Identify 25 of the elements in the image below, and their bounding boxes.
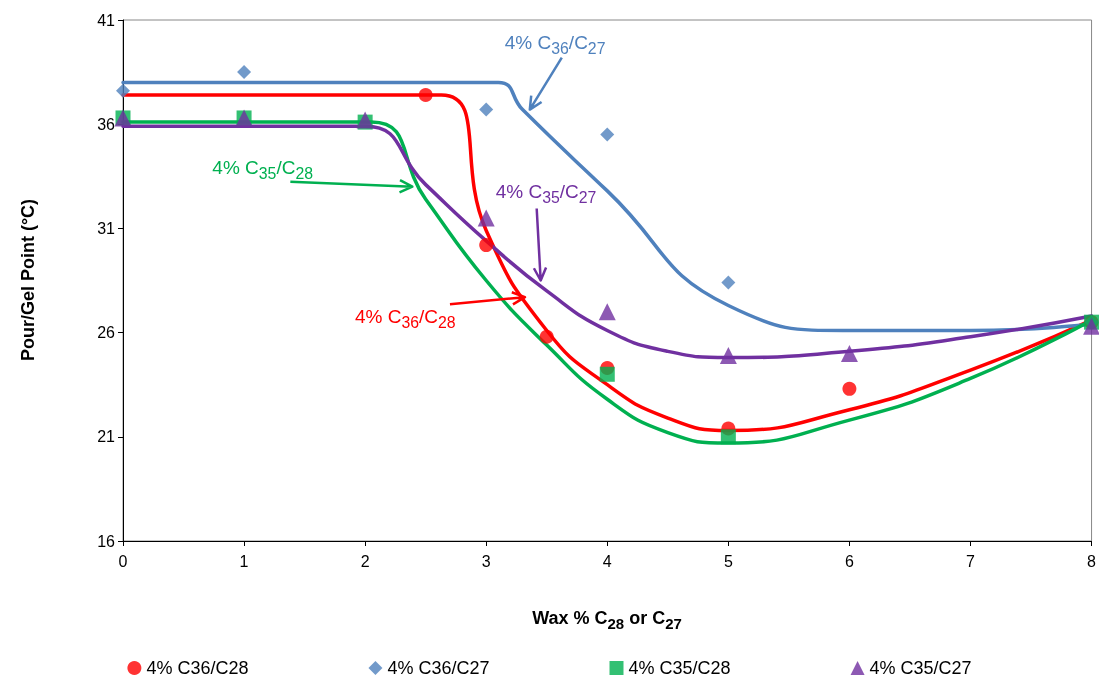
annotation: 4% C$_{35}$/C$_{27}$: [495, 180, 597, 207]
y-axis-title: Pour/Gel Point (°C): [17, 198, 39, 362]
x-tick-label: 7: [966, 552, 976, 570]
legend-label: 4% C35/C27: [869, 658, 972, 678]
x-tick-label: 1: [239, 552, 249, 570]
x-tick-label: 3: [481, 552, 491, 570]
x-tick-label: 4: [602, 552, 612, 570]
x-tick-label: 5: [723, 552, 733, 570]
annotation: 4% C$_{36}$/C$_{27}$: [504, 31, 606, 58]
x-axis-title: Wax % C$_{28}$ or C$_{27}$: [532, 608, 682, 632]
legend-label: 4% C36/C28: [146, 658, 249, 678]
legend-label: 4% C36/C27: [387, 658, 490, 678]
y-tick-label: 21: [97, 428, 116, 446]
x-tick-label: 0: [118, 552, 128, 570]
x-tick-label: 8: [1087, 552, 1097, 570]
y-tick-label: 36: [97, 115, 116, 133]
y-tick-label: 31: [97, 219, 116, 237]
x-tick-label: 6: [844, 552, 854, 570]
y-tick-label: 16: [97, 532, 116, 550]
legend-label: 4% C35/C28: [628, 658, 731, 678]
y-tick-label: 41: [97, 11, 116, 29]
annotation: 4% C$_{36}$/C$_{28}$: [354, 306, 456, 333]
x-tick-label: 2: [360, 552, 370, 570]
annotation: 4% C$_{35}$/C$_{28}$: [212, 156, 314, 183]
y-tick-label: 26: [97, 324, 116, 342]
